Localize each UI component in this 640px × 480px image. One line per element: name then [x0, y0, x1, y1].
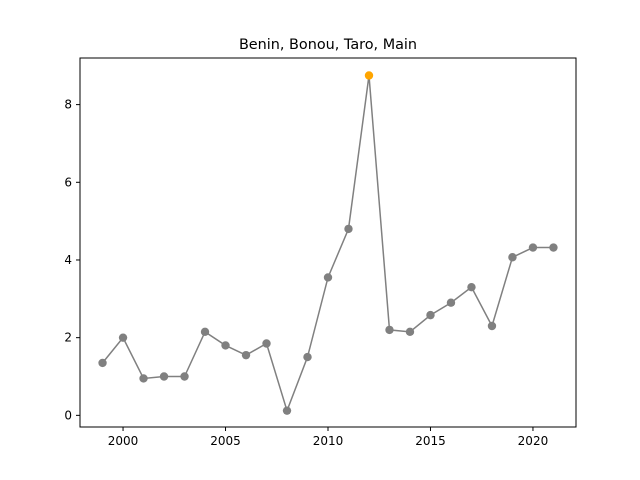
x-tick-label: 2020 [518, 434, 549, 448]
data-point [200, 327, 210, 337]
y-tick-label: 6 [64, 175, 72, 189]
data-point [282, 406, 292, 415]
axes-frame [79, 57, 577, 428]
data-point [446, 298, 456, 307]
data-point [549, 243, 558, 252]
data-point [344, 224, 353, 234]
data-point [241, 350, 251, 360]
data-point [262, 339, 271, 348]
y-tick-label: 8 [64, 98, 72, 112]
data-point [467, 282, 476, 292]
data-point [303, 352, 312, 362]
data-point [139, 374, 148, 383]
y-tick-label: 2 [64, 331, 72, 345]
data-point [508, 253, 517, 262]
data-point [487, 321, 497, 331]
data-point [323, 273, 333, 282]
data-point [221, 341, 230, 350]
data-point [385, 325, 394, 335]
data-point [426, 310, 435, 320]
data-point [159, 372, 169, 381]
data-point [180, 372, 189, 381]
data-point [98, 358, 107, 368]
plot-area: 2000 2005 2010 2015 2020 0 2 4 6 8 [64, 71, 558, 448]
x-tick-label: 2010 [313, 434, 344, 448]
data-point [528, 243, 538, 252]
x-tick-label: 2000 [108, 434, 139, 448]
chart-title: Benin, Bonou, Taro, Main [239, 37, 417, 53]
x-tick-label: 2005 [210, 434, 241, 448]
x-tick-label: 2015 [415, 434, 446, 448]
y-tick-label: 4 [64, 253, 72, 267]
highlighted-data-point [364, 71, 374, 80]
data-point [405, 327, 415, 337]
data-point [118, 333, 128, 342]
y-tick-label: 0 [64, 408, 72, 422]
